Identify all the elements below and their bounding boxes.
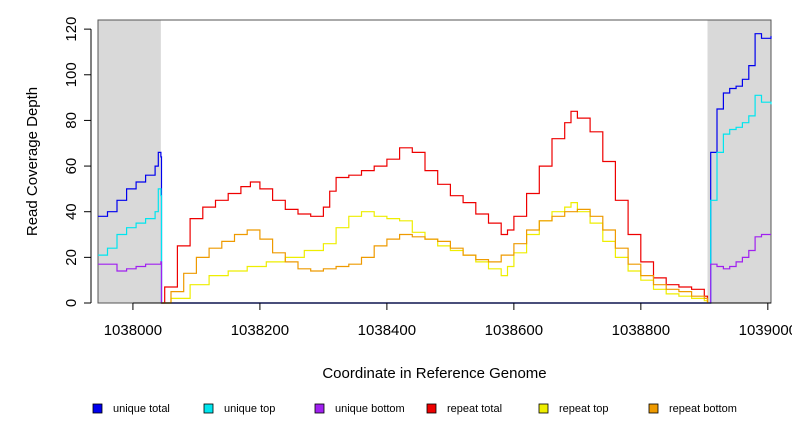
series-line-unique-total [98, 33, 772, 304]
legend-label: repeat top [559, 403, 609, 415]
legend-swatch [426, 403, 437, 414]
y-tick-label: 120 [63, 17, 80, 42]
y-tick-label: 100 [63, 62, 80, 87]
series-line-repeat-top [161, 202, 709, 304]
series-lines [98, 33, 772, 304]
legend-label: unique bottom [335, 403, 405, 415]
legend-swatch [538, 403, 549, 414]
legend-swatch [203, 403, 214, 414]
legend-swatch [648, 403, 659, 414]
legend-item-unique-total: unique total [92, 403, 170, 415]
y-tick-label: 0 [63, 299, 80, 307]
shaded-regions [98, 20, 771, 303]
series-line-unique-bottom [98, 233, 771, 304]
legend-item-repeat-top: repeat top [538, 403, 609, 415]
series-line-repeat-total [161, 110, 709, 304]
legend-label: repeat bottom [669, 403, 737, 415]
legend: unique total unique top unique bottom repea… [92, 403, 737, 415]
legend-item-repeat-total: repeat total [426, 403, 502, 415]
legend-label: unique top [224, 403, 275, 415]
legend-swatch [314, 403, 325, 414]
shaded-region-2 [707, 20, 771, 303]
legend-swatch [92, 403, 103, 414]
x-tick-label: 1038800 [612, 322, 670, 339]
y-tick-label: 60 [63, 158, 80, 175]
y-axis-title: Read Coverage Depth [24, 87, 41, 236]
x-tick-label: 1038600 [485, 322, 543, 339]
legend-item-repeat-bottom: repeat bottom [648, 403, 737, 415]
axes: 1038000 1038200 1038400 1038600 1038800 10390… [63, 17, 792, 339]
series-line-unique-top [98, 94, 772, 304]
x-tick-label: 1038000 [104, 322, 162, 339]
x-tick-label: 1038400 [358, 322, 416, 339]
x-axis-title: Coordinate in Reference Genome [322, 365, 546, 382]
shaded-region-1 [98, 20, 161, 303]
legend-item-unique-bottom: unique bottom [314, 403, 405, 415]
legend-label: repeat total [447, 403, 502, 415]
y-tick-label: 80 [63, 112, 80, 129]
plot-frame [97, 19, 772, 304]
x-tick-label: 1039000 [739, 322, 792, 339]
legend-label: unique total [113, 403, 170, 415]
y-tick-label: 20 [63, 249, 80, 266]
series-line-repeat-bottom [161, 208, 709, 304]
y-tick-label: 40 [63, 203, 80, 220]
legend-item-unique-top: unique top [203, 403, 275, 415]
x-tick-label: 1038200 [231, 322, 289, 339]
